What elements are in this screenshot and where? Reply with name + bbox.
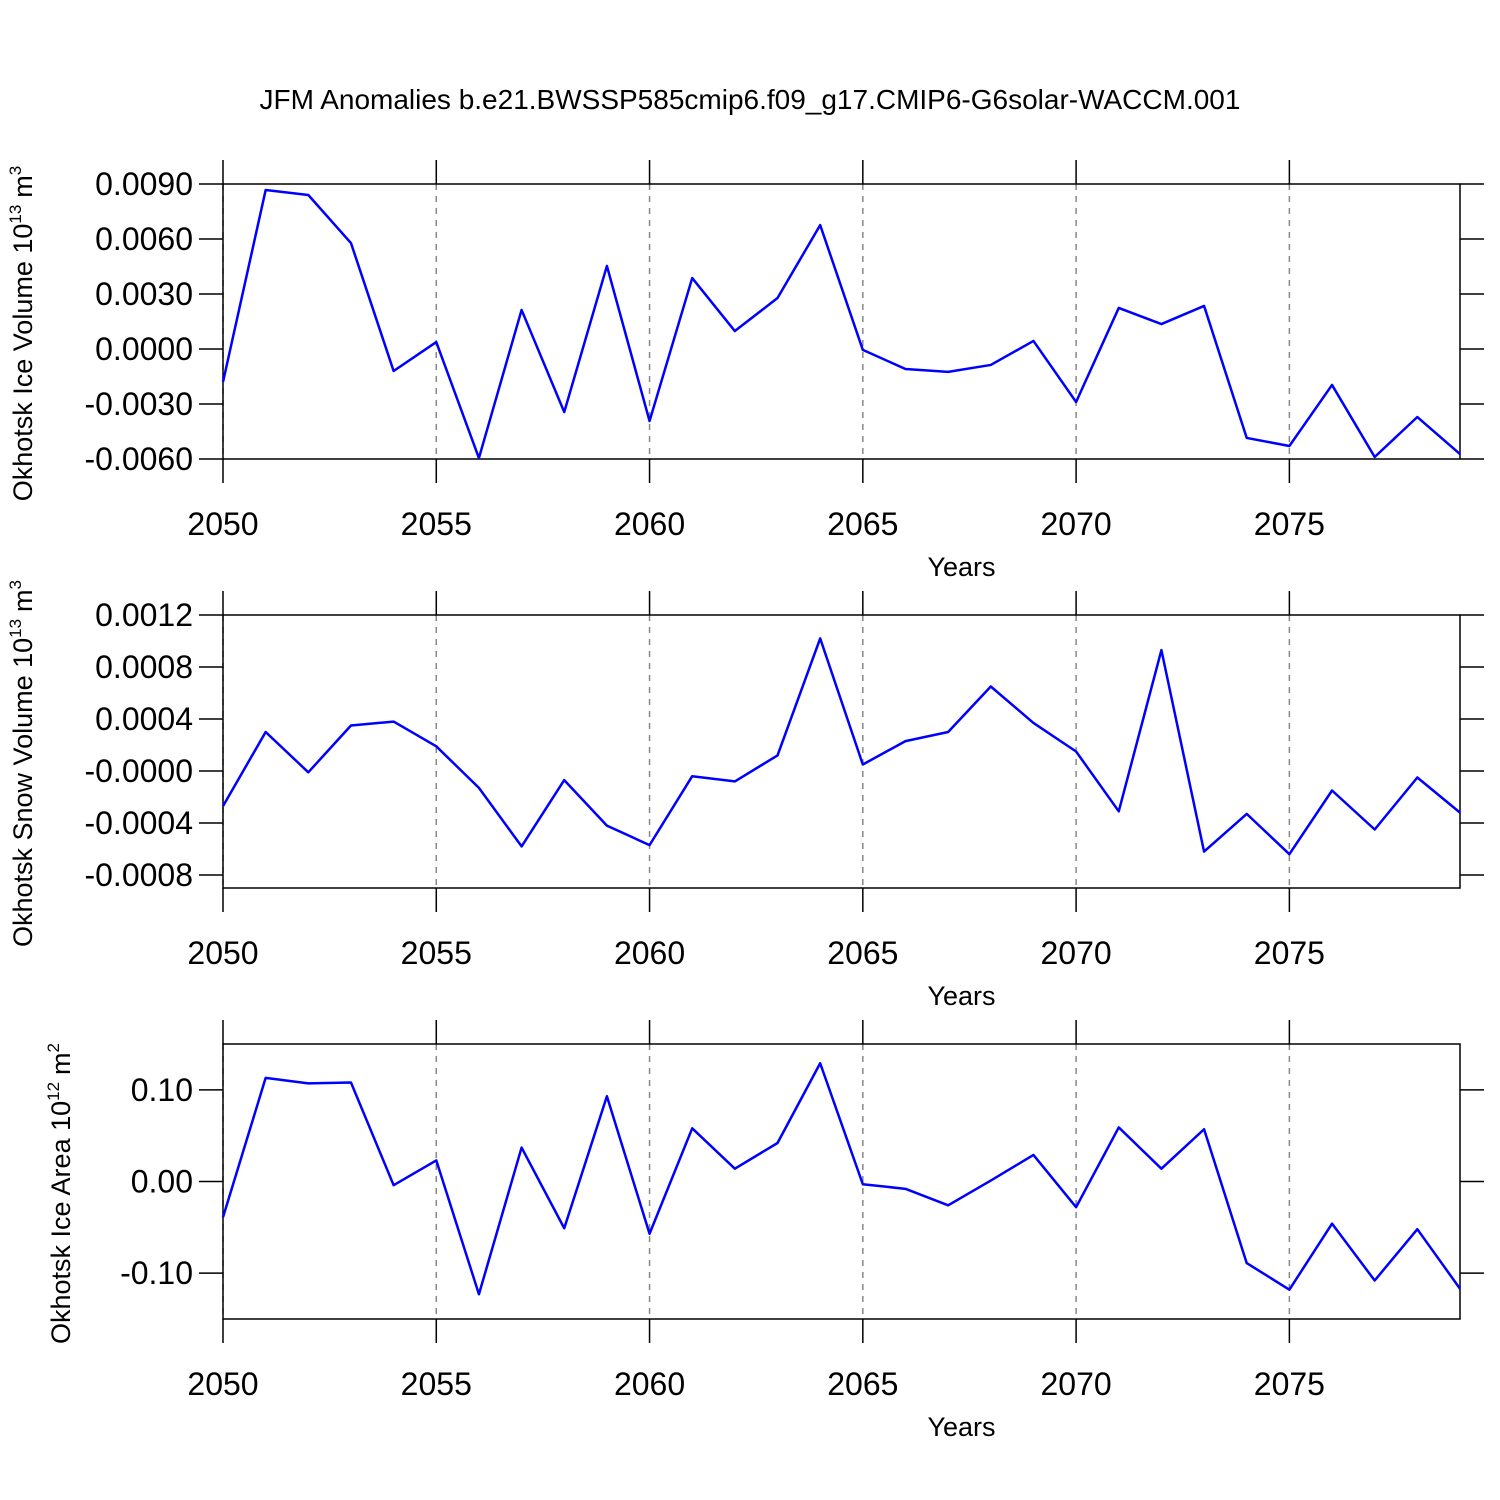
y-tick-label: 0.0030	[95, 276, 193, 312]
x-tick-label: 2075	[1254, 935, 1325, 971]
x-tick-label: 2060	[614, 506, 685, 542]
y-tick-label: 0.0060	[95, 221, 193, 257]
data-line	[221, 188, 1461, 460]
x-tick-label: 2055	[401, 1366, 472, 1402]
y-tick-label: 0.0090	[95, 166, 193, 202]
y-tick-label: 0.0004	[95, 701, 193, 737]
y-tick-label: -0.0060	[84, 441, 193, 477]
y-label-unit-power: 3	[6, 166, 25, 175]
y-label-unit: m	[8, 589, 38, 612]
y-label-power: 13	[6, 205, 25, 224]
x-tick-label: 2050	[187, 506, 258, 542]
x-tick-label: 2055	[401, 935, 472, 971]
x-tick-label: 2065	[827, 935, 898, 971]
y-tick-label: 0.0012	[95, 597, 193, 633]
x-tick-label: 2070	[1041, 1366, 1112, 1402]
chart-title: JFM Anomalies b.e21.BWSSP585cmip6.f09_g1…	[260, 84, 1241, 115]
x-tick-label: 2065	[827, 1366, 898, 1402]
y-tick-label: -0.0030	[84, 386, 193, 422]
y-label-unit-power: 3	[6, 580, 25, 589]
y-label-unit-power: 2	[44, 1043, 63, 1052]
y-tick-label: -0.0000	[84, 753, 193, 789]
data-line	[221, 637, 1461, 856]
y-axis-label: Okhotsk Snow Volume 1013 m3	[6, 580, 38, 947]
plot-frame	[222, 183, 1461, 460]
y-label-unit: m	[46, 1052, 76, 1075]
y-tick-label: -0.0008	[84, 857, 193, 893]
x-tick-label: 2075	[1254, 506, 1325, 542]
x-tick-label: 2075	[1254, 1366, 1325, 1402]
y-tick-label: 0.10	[131, 1072, 193, 1108]
y-axis-label: Okhotsk Ice Volume 1013 m3	[6, 166, 38, 502]
y-label-base: Okhotsk Snow Volume 10	[8, 638, 38, 947]
x-tick-label: 2050	[187, 1366, 258, 1402]
y-label-power: 13	[6, 619, 25, 638]
y-axis-label: Okhotsk Ice Area 1012 m2	[44, 1043, 76, 1344]
y-tick-label: 0.0000	[95, 331, 193, 367]
y-tick-label: 0.00	[131, 1164, 193, 1200]
x-tick-label: 2065	[827, 506, 898, 542]
plot-frame	[222, 614, 1461, 889]
x-tick-label: 2070	[1041, 935, 1112, 971]
y-tick-label: 0.0008	[95, 649, 193, 685]
data-line	[221, 1062, 1462, 1296]
y-label-unit: m	[8, 175, 38, 198]
x-axis-label: Years	[927, 1412, 995, 1442]
y-label-power: 12	[44, 1082, 63, 1101]
x-tick-label: 2070	[1041, 506, 1112, 542]
x-tick-label: 2055	[401, 506, 472, 542]
x-tick-label: 2060	[614, 1366, 685, 1402]
plot-frame	[222, 1043, 1461, 1320]
y-label-base: Okhotsk Ice Volume 10	[8, 224, 38, 502]
x-axis-label: Years	[927, 552, 995, 582]
x-axis-label: Years	[927, 981, 995, 1011]
x-tick-label: 2050	[187, 935, 258, 971]
y-label-base: Okhotsk Ice Area 10	[46, 1101, 76, 1344]
y-tick-label: -0.10	[120, 1255, 193, 1291]
y-tick-label: -0.0004	[84, 805, 193, 841]
x-tick-label: 2060	[614, 935, 685, 971]
